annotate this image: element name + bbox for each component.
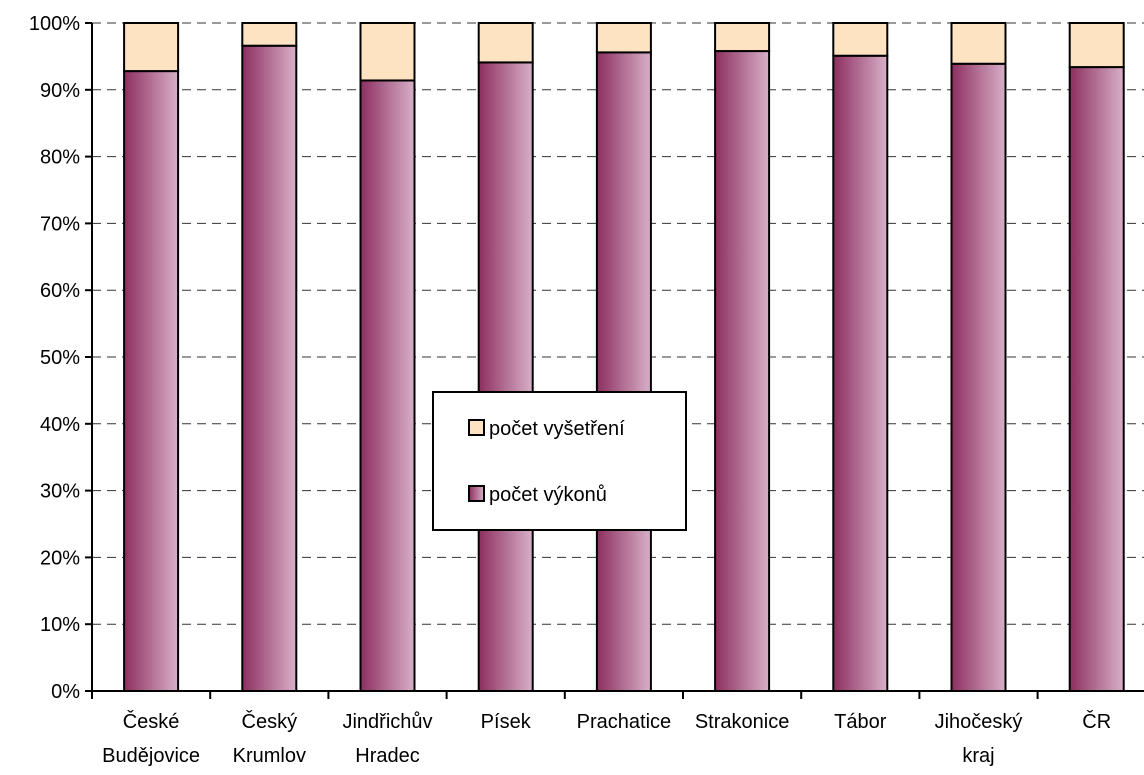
- bar-pocet-vysetreni: [359, 22, 416, 82]
- legend-swatch-pocet-vysetreni: [468, 419, 485, 436]
- bar-pocet-vykonu: [714, 50, 771, 692]
- bar-pocet-vykonu: [832, 54, 889, 693]
- y-tick-label: 30%: [40, 481, 80, 503]
- y-tick-label: 90%: [40, 80, 80, 102]
- bar-pocet-vysetreni: [477, 22, 534, 64]
- axes: [85, 22, 1144, 699]
- y-tick-label: 10%: [40, 614, 80, 636]
- bar-pocet-vysetreni: [950, 22, 1007, 65]
- y-tick-label: 40%: [40, 414, 80, 436]
- x-category-label: Strakonice: [695, 711, 790, 733]
- bar-pocet-vysetreni: [832, 22, 889, 57]
- x-category-label: Krumlov: [233, 745, 306, 767]
- bar-pocet-vykonu: [241, 44, 298, 693]
- x-category-label: Prachatice: [577, 711, 672, 733]
- legend-label-pocet-vykonu: počet výkonů: [489, 484, 607, 506]
- bar-pocet-vysetreni: [714, 22, 771, 53]
- y-tick-labels: 0% 10% 20% 30% 40% 50% 60% 70% 80% 90% 100%: [29, 13, 80, 703]
- bar-pocet-vykonu: [359, 79, 416, 692]
- y-tick-label: 100%: [29, 13, 80, 35]
- x-category-label: České: [123, 710, 180, 733]
- x-category-label: Tábor: [834, 711, 887, 733]
- bar-pocet-vykonu: [950, 62, 1007, 693]
- y-tick-label: 20%: [40, 547, 80, 569]
- x-category-label: ČR: [1082, 710, 1111, 733]
- bar-pocet-vysetreni: [1068, 22, 1125, 69]
- y-tick-label: 0%: [51, 681, 80, 703]
- x-category-label: Písek: [481, 711, 532, 733]
- x-category-label: Jihočeský: [935, 711, 1023, 733]
- legend: počet vyšetření počet výkonů: [432, 391, 687, 531]
- x-category-labels: České Budějovice Český Krumlov Jindřichův Hra…: [102, 710, 1111, 767]
- x-category-label: kraj: [962, 745, 994, 767]
- y-tick-label: 80%: [40, 147, 80, 169]
- bar-pocet-vysetreni: [123, 22, 180, 73]
- y-tick-label: 50%: [40, 347, 80, 369]
- x-category-label: Budějovice: [102, 745, 200, 767]
- legend-box: [432, 391, 687, 531]
- y-tick-label: 60%: [40, 280, 80, 302]
- bar-pocet-vysetreni: [241, 22, 298, 47]
- x-category-label: Hradec: [355, 745, 419, 767]
- x-category-label: Český: [242, 710, 298, 733]
- legend-swatch-pocet-vykonu: [468, 485, 485, 502]
- bar-pocet-vykonu: [477, 61, 534, 693]
- bars: [123, 22, 1125, 693]
- y-tick-label: 70%: [40, 213, 80, 235]
- bar-pocet-vykonu: [1068, 66, 1125, 692]
- bar-pocet-vysetreni: [595, 22, 652, 54]
- legend-label-pocet-vysetreni: počet vyšetření: [489, 418, 625, 440]
- x-category-label: Jindřichův: [342, 711, 432, 733]
- bar-pocet-vykonu: [123, 70, 180, 692]
- bar-pocet-vykonu: [595, 51, 652, 692]
